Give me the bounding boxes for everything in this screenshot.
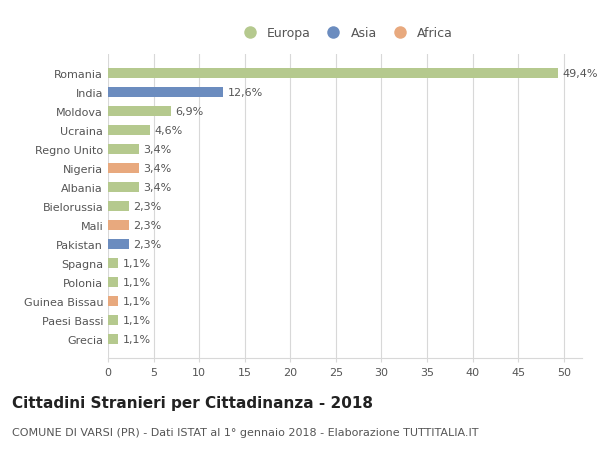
Bar (108, 202, 129, 212)
Text: Cittadini Stranieri per Cittadinanza - 2018: Cittadini Stranieri per Cittadinanza - 2… (12, 395, 373, 410)
Text: 4,6%: 4,6% (154, 126, 183, 136)
Text: 1,1%: 1,1% (122, 277, 151, 287)
Bar (108, 88, 223, 98)
Bar (108, 334, 118, 344)
Bar (108, 126, 150, 136)
Text: 2,3%: 2,3% (134, 202, 162, 212)
Text: 49,4%: 49,4% (563, 69, 598, 79)
Bar (108, 258, 118, 269)
Bar (108, 296, 118, 307)
Text: 1,1%: 1,1% (122, 296, 151, 306)
Text: 2,3%: 2,3% (134, 220, 162, 230)
Text: 6,9%: 6,9% (175, 107, 204, 117)
Text: 1,1%: 1,1% (122, 315, 151, 325)
Bar (108, 145, 139, 155)
Bar (108, 239, 129, 250)
Bar (108, 69, 559, 79)
Text: 3,4%: 3,4% (143, 183, 172, 193)
Text: 1,1%: 1,1% (122, 258, 151, 269)
Legend: Europa, Asia, Africa: Europa, Asia, Africa (232, 22, 458, 45)
Text: 2,3%: 2,3% (134, 240, 162, 249)
Text: 1,1%: 1,1% (122, 334, 151, 344)
Text: COMUNE DI VARSI (PR) - Dati ISTAT al 1° gennaio 2018 - Elaborazione TUTTITALIA.I: COMUNE DI VARSI (PR) - Dati ISTAT al 1° … (12, 427, 479, 437)
Text: 3,4%: 3,4% (143, 164, 172, 174)
Bar (108, 163, 139, 174)
Bar (108, 315, 118, 325)
Text: 3,4%: 3,4% (143, 145, 172, 155)
Bar (108, 277, 118, 287)
Text: 12,6%: 12,6% (227, 88, 263, 98)
Bar (108, 182, 139, 193)
Bar (108, 106, 171, 117)
Bar (108, 220, 129, 231)
